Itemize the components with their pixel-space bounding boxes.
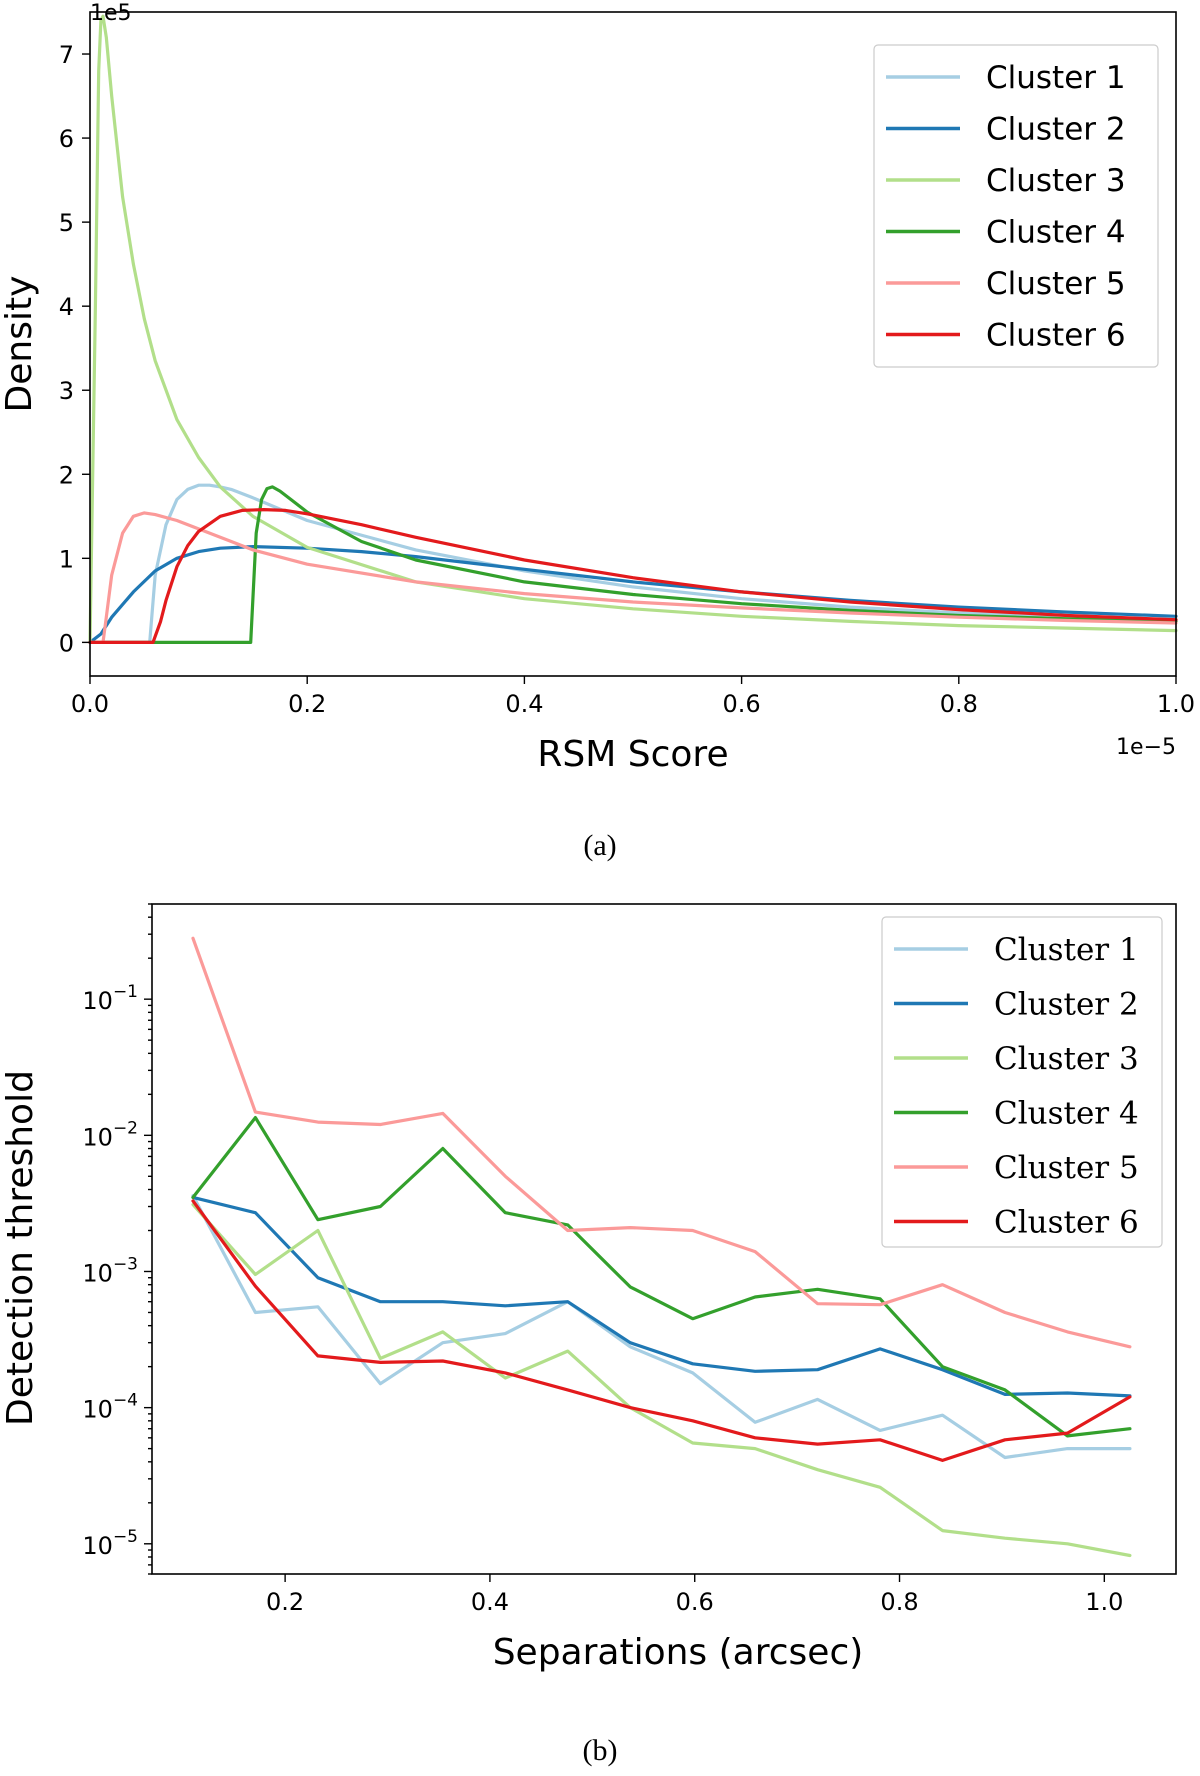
panel-a-x-ticks: 0.0 0.2 0.4 0.6 0.8 1.0 — [71, 676, 1195, 718]
panel-a-legend-label: Cluster 2 — [986, 112, 1126, 148]
panel-a-plot-frame — [89, 11, 1177, 677]
panel-a-y-tick-label: 5 — [59, 209, 74, 237]
panel-a-series-cluster-6 — [88, 508, 1178, 645]
panel-b-series-cluster-2 — [191, 1195, 1132, 1398]
panel-b-x-tick-label: 1.0 — [1085, 1588, 1123, 1616]
panel-a-y-axis-title: Density — [0, 276, 40, 413]
panel-a-x-offset-label: 1e−5 — [1116, 735, 1176, 760]
panel-a-x-tick-label: 0.4 — [505, 690, 543, 718]
panel-a-y-tick-label: 2 — [59, 461, 74, 489]
panel-b-x-tick-label: 0.6 — [676, 1588, 714, 1616]
panel-a-legend-label: Cluster 4 — [986, 215, 1126, 251]
panel-a-y-tick-label: 6 — [59, 125, 74, 153]
panel-b-series-cluster-5 — [191, 936, 1132, 1349]
panel-b-legend-label: Cluster 3 — [994, 1041, 1139, 1077]
panel-b-caption: (b) — [583, 1734, 618, 1767]
panel-b-legend-box — [881, 916, 1163, 1248]
panel-a-y-tick-label: 0 — [59, 629, 74, 657]
panel-a-x-axis-title: RSM Score — [537, 734, 728, 775]
panel-a-series-cluster-5 — [88, 511, 1178, 645]
panel-b-x-axis-title: Separations (arcsec) — [493, 1632, 864, 1673]
panel-a-x-tick-label: 0.0 — [71, 690, 109, 718]
panel-b-y-tick-label: 10−2 — [82, 1118, 138, 1151]
panel-a-y-tick-label: 1 — [59, 545, 74, 573]
panel-a-y-ticks: 0 1 2 3 4 5 6 7 — [59, 41, 90, 657]
panel-b-y-tick-label: 10−3 — [82, 1254, 138, 1287]
panel-a-density-chart: 0.0 0.2 0.4 0.6 0.8 1.0 0 1 2 3 4 5 6 7 1e5 1e−5 RSM… — [0, 1, 1195, 862]
panel-a-legend: Cluster 1 Cluster 2 Cluster 3 Cluster 4 Clus… — [873, 44, 1159, 368]
panel-b-series-cluster-3 — [191, 1202, 1132, 1558]
panel-b-x-tick-label: 0.8 — [880, 1588, 918, 1616]
panel-b-series-cluster-4 — [191, 1115, 1132, 1438]
panel-a-legend-label: Cluster 6 — [986, 318, 1126, 354]
panel-a-series-cluster-1 — [88, 483, 1178, 645]
panel-a-x-tick-label: 0.2 — [288, 690, 326, 718]
panel-a-y-tick-label: 4 — [59, 293, 74, 321]
panel-b-series-cluster-1 — [191, 1194, 1132, 1460]
panel-a-series-cluster-3 — [88, 14, 1178, 645]
panel-a-x-tick-label: 1.0 — [1157, 690, 1195, 718]
panel-b-series-group — [191, 936, 1132, 1558]
panel-b-series-cluster-6 — [191, 1199, 1132, 1463]
panel-b-legend-label: Cluster 5 — [994, 1150, 1139, 1186]
panel-b-legend: Cluster 1 Cluster 2 Cluster 3 Cluster 4 Clus… — [881, 916, 1163, 1248]
panel-b-legend-label: Cluster 1 — [994, 932, 1139, 968]
panel-b-x-ticks: 0.2 0.4 0.6 0.8 1.0 — [266, 1574, 1123, 1616]
panel-b-legend-label: Cluster 6 — [994, 1205, 1139, 1241]
panel-a-legend-label: Cluster 1 — [986, 60, 1126, 96]
panel-b-legend-label: Cluster 2 — [994, 987, 1139, 1023]
panel-a-x-tick-label: 0.8 — [940, 690, 978, 718]
panel-b-plot-frame — [151, 903, 1177, 1575]
panel-a-y-tick-label: 3 — [59, 377, 74, 405]
panel-b-y-tick-label: 10−4 — [82, 1391, 138, 1424]
panel-b-y-ticks: 10−5 10−4 10−3 10−2 10−1 — [82, 903, 152, 1575]
panel-b-y-axis-title: Detection threshold — [0, 1070, 41, 1426]
panel-b-y-tick-label: 10−1 — [82, 982, 138, 1015]
panel-a-series-cluster-4 — [88, 485, 1178, 645]
panel-a-y-tick-label: 7 — [59, 41, 74, 69]
panel-b-threshold-chart: 0.2 0.4 0.6 0.8 1.0 10−5 10−4 10−3 10−2 10−1 Sep… — [0, 903, 1177, 1767]
panel-a-x-tick-label: 0.6 — [723, 690, 761, 718]
panel-a-y-offset-label: 1e5 — [90, 1, 132, 26]
panel-a-caption: (a) — [583, 829, 616, 862]
panel-b-legend-label: Cluster 4 — [994, 1096, 1139, 1132]
panel-b-y-tick-label: 10−5 — [82, 1527, 138, 1560]
panel-a-legend-label: Cluster 5 — [986, 266, 1126, 302]
panel-a-legend-label: Cluster 3 — [986, 163, 1126, 199]
panel-b-x-tick-label: 0.4 — [471, 1588, 509, 1616]
panel-a-legend-box — [873, 44, 1159, 368]
panel-a-series-group — [88, 14, 1178, 645]
panel-b-x-tick-label: 0.2 — [266, 1588, 304, 1616]
